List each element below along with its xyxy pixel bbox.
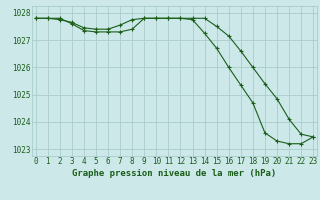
X-axis label: Graphe pression niveau de la mer (hPa): Graphe pression niveau de la mer (hPa)	[72, 169, 276, 178]
